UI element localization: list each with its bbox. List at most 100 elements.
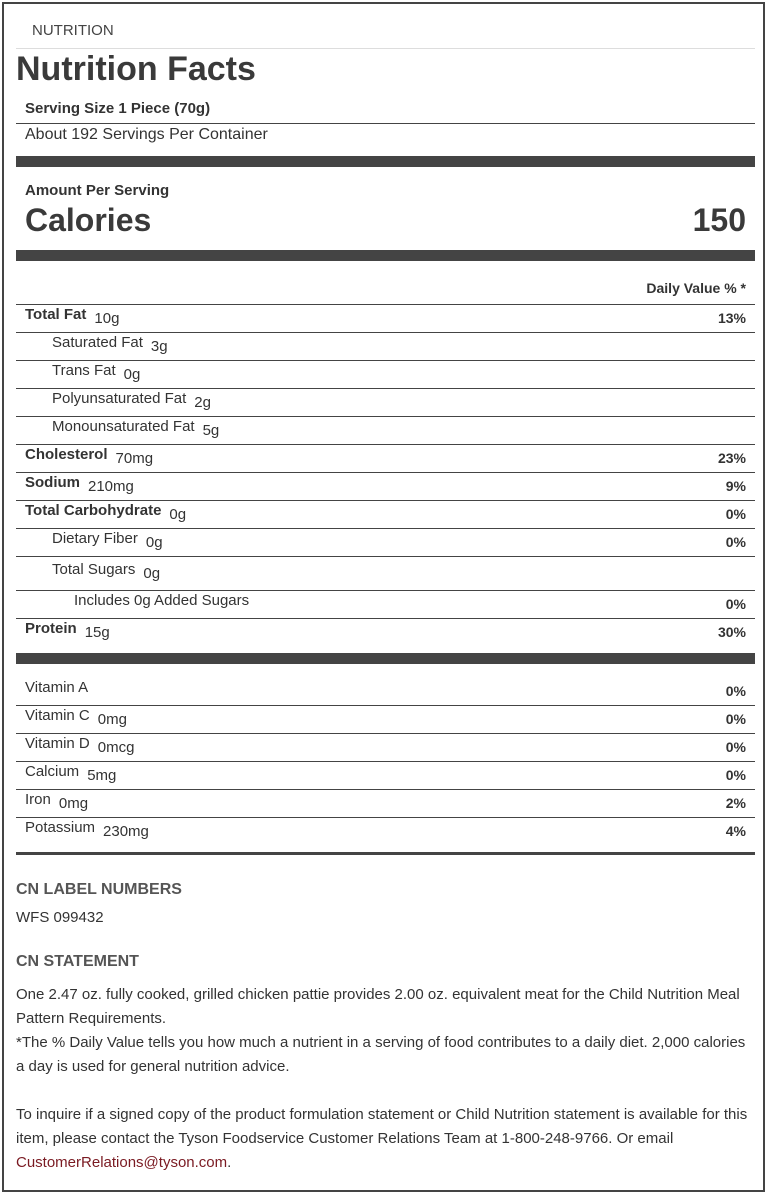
divider bbox=[16, 852, 755, 855]
nutrient-row: Iron 0mg 2% bbox=[16, 789, 755, 817]
nutrient-label: Potassium 230mg bbox=[25, 819, 149, 840]
nutrient-row: Vitamin A 0% bbox=[16, 678, 755, 705]
page-title: Nutrition Facts bbox=[16, 50, 256, 88]
contact-text: To inquire if a signed copy of the produ… bbox=[16, 1106, 748, 1147]
nutrient-row: Total Fat 10g 13% bbox=[16, 304, 755, 332]
nutrient-list: Total Fat 10g 13% Saturated Fat 3g Trans Fat 0… bbox=[16, 304, 755, 646]
nutrient-label: Protein 15g bbox=[25, 620, 110, 641]
nutrient-amount: 0g bbox=[123, 366, 141, 383]
daily-value-percent: 0% bbox=[725, 683, 746, 699]
daily-value-percent: 23% bbox=[717, 450, 746, 466]
vitamin-list: Vitamin A 0% Vitamin C 0mg 0% Vitamin D 0mcg 0%… bbox=[16, 678, 755, 845]
nutrient-row: Potassium 230mg 4% bbox=[16, 817, 755, 845]
amount-per-serving: Amount Per Serving bbox=[25, 182, 170, 199]
nutrient-row: Vitamin D 0mcg 0% bbox=[16, 733, 755, 761]
nutrient-name: Iron bbox=[25, 791, 51, 808]
nutrient-name: Trans Fat bbox=[52, 362, 116, 379]
email-link[interactable]: CustomerRelations@tyson.com bbox=[16, 1154, 228, 1171]
nutrient-name: Total Sugars bbox=[52, 561, 136, 578]
nutrient-label: Vitamin C 0mg bbox=[25, 707, 127, 728]
nutrient-name: Total Carbohydrate bbox=[25, 502, 162, 519]
nutrient-amount: 0mg bbox=[58, 795, 89, 812]
daily-value-percent: 0% bbox=[725, 767, 746, 783]
nutrient-name: Includes 0g Added Sugars bbox=[74, 592, 250, 609]
nutrient-row: Trans Fat 0g bbox=[16, 360, 755, 388]
nutrient-amount: 3g bbox=[150, 338, 168, 355]
nutrient-row: Vitamin C 0mg 0% bbox=[16, 705, 755, 733]
nutrient-label: Iron 0mg bbox=[25, 791, 88, 812]
nutrient-label: Calcium 5mg bbox=[25, 763, 116, 784]
nutrient-row: Calcium 5mg 0% bbox=[16, 761, 755, 789]
nutrient-amount: 5mg bbox=[87, 767, 117, 784]
nutrient-name: Calcium bbox=[25, 763, 80, 780]
nutrient-label: Dietary Fiber 0g bbox=[52, 530, 163, 551]
daily-value-header: Daily Value % * bbox=[646, 280, 746, 296]
daily-value-percent: 0% bbox=[725, 534, 746, 550]
daily-value-percent: 2% bbox=[725, 795, 746, 811]
nutrient-amount: 0mg bbox=[97, 711, 127, 728]
calories-label: Calories bbox=[25, 202, 152, 238]
nutrient-amount: 2g bbox=[194, 394, 211, 411]
section-label: NUTRITION bbox=[32, 22, 114, 39]
nutrient-row: Monounsaturated Fat 5g bbox=[16, 416, 755, 444]
daily-value-percent: 0% bbox=[725, 711, 746, 727]
nutrient-row: Saturated Fat 3g bbox=[16, 332, 755, 360]
daily-value-percent: 30% bbox=[717, 624, 746, 640]
nutrient-amount: 210mg bbox=[88, 478, 134, 495]
nutrient-label: Total Sugars 0g bbox=[52, 561, 160, 582]
daily-value-percent: 9% bbox=[725, 478, 746, 494]
nutrient-amount: 15g bbox=[84, 624, 110, 641]
nutrient-label: Saturated Fat 3g bbox=[52, 334, 168, 355]
nutrient-label: Polyunsaturated Fat 2g bbox=[52, 390, 211, 411]
nutrient-amount: 70mg bbox=[115, 450, 154, 467]
nutrient-name: Vitamin C bbox=[25, 707, 90, 724]
nutrient-amount: 0mcg bbox=[97, 739, 135, 756]
nutrient-label: Trans Fat 0g bbox=[52, 362, 140, 383]
nutrient-label: Vitamin D 0mcg bbox=[25, 735, 134, 756]
nutrient-amount: 5g bbox=[202, 422, 220, 439]
nutrient-amount: 0g bbox=[169, 506, 187, 523]
thick-divider bbox=[16, 653, 755, 664]
nutrient-amount: 10g bbox=[94, 310, 120, 327]
daily-value-percent: 4% bbox=[725, 823, 746, 839]
nutrient-row: Includes 0g Added Sugars 0% bbox=[16, 590, 755, 618]
nutrient-name: Dietary Fiber bbox=[52, 530, 138, 547]
nutrient-name: Cholesterol bbox=[25, 446, 108, 463]
calories-value: 150 bbox=[692, 202, 746, 238]
nutrient-name: Protein bbox=[25, 620, 77, 637]
nutrient-row: Sodium 210mg 9% bbox=[16, 472, 755, 500]
serving-size: Serving Size 1 Piece (70g) bbox=[25, 100, 211, 117]
divider bbox=[16, 48, 755, 49]
nutrient-row: Total Carbohydrate 0g 0% bbox=[16, 500, 755, 528]
contact-end: . bbox=[227, 1154, 232, 1171]
daily-value-percent: 0% bbox=[725, 739, 746, 755]
cn-label-heading: CN LABEL NUMBERS bbox=[16, 881, 182, 898]
cn-statement-heading: CN STATEMENT bbox=[16, 953, 139, 970]
nutrient-name: Total Fat bbox=[25, 306, 87, 323]
nutrient-label: Vitamin A bbox=[25, 679, 88, 696]
nutrient-name: Saturated Fat bbox=[52, 334, 143, 351]
nutrient-amount: 230mg bbox=[103, 823, 149, 840]
nutrient-name: Vitamin D bbox=[25, 735, 90, 752]
divider bbox=[16, 123, 755, 124]
daily-value-percent: 13% bbox=[717, 310, 746, 326]
nutrient-row: Polyunsaturated Fat 2g bbox=[16, 388, 755, 416]
thick-divider bbox=[16, 250, 755, 261]
nutrient-name: Potassium bbox=[25, 819, 96, 836]
nutrient-row: Cholesterol 70mg 23% bbox=[16, 444, 755, 472]
nutrient-name: Sodium bbox=[25, 474, 80, 491]
nutrient-label: Total Fat 10g bbox=[25, 306, 119, 327]
daily-value-note: *The % Daily Value tells you how much a … bbox=[16, 1034, 746, 1075]
cn-label-number: WFS 099432 bbox=[16, 909, 104, 926]
nutrient-amount: 0g bbox=[143, 565, 161, 582]
thick-divider bbox=[16, 156, 755, 167]
nutrient-label: Monounsaturated Fat 5g bbox=[52, 418, 219, 439]
cn-statement: One 2.47 oz. fully cooked, grilled chick… bbox=[16, 986, 740, 1027]
contact-paragraph: To inquire if a signed copy of the produ… bbox=[16, 1103, 751, 1175]
nutrient-label: Sodium 210mg bbox=[25, 474, 134, 495]
cn-statement-text: One 2.47 oz. fully cooked, grilled chick… bbox=[16, 983, 751, 1079]
nutrient-name: Polyunsaturated Fat bbox=[52, 390, 187, 407]
nutrient-label: Includes 0g Added Sugars bbox=[74, 592, 249, 609]
nutrient-row: Dietary Fiber 0g 0% bbox=[16, 528, 755, 556]
